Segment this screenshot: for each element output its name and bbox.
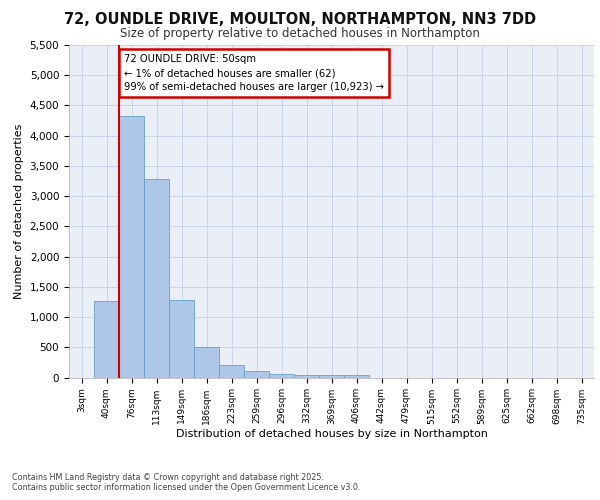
X-axis label: Distribution of detached houses by size in Northampton: Distribution of detached houses by size … [176,429,487,439]
Bar [169,300,194,378]
Bar [269,374,294,378]
Bar [194,348,219,378]
Text: Size of property relative to detached houses in Northampton: Size of property relative to detached ho… [120,28,480,40]
Bar [144,178,169,378]
Bar [94,300,119,378]
Text: 72 OUNDLE DRIVE: 50sqm
← 1% of detached houses are smaller (62)
99% of semi-deta: 72 OUNDLE DRIVE: 50sqm ← 1% of detached … [124,54,384,92]
Bar [344,375,369,378]
Y-axis label: Number of detached properties: Number of detached properties [14,124,24,299]
Bar [119,116,144,378]
Text: 72, OUNDLE DRIVE, MOULTON, NORTHAMPTON, NN3 7DD: 72, OUNDLE DRIVE, MOULTON, NORTHAMPTON, … [64,12,536,28]
Text: Contains HM Land Registry data © Crown copyright and database right 2025.
Contai: Contains HM Land Registry data © Crown c… [12,473,361,492]
Bar [219,364,244,378]
Bar [319,375,344,378]
Bar [294,375,319,378]
Bar [244,372,269,378]
